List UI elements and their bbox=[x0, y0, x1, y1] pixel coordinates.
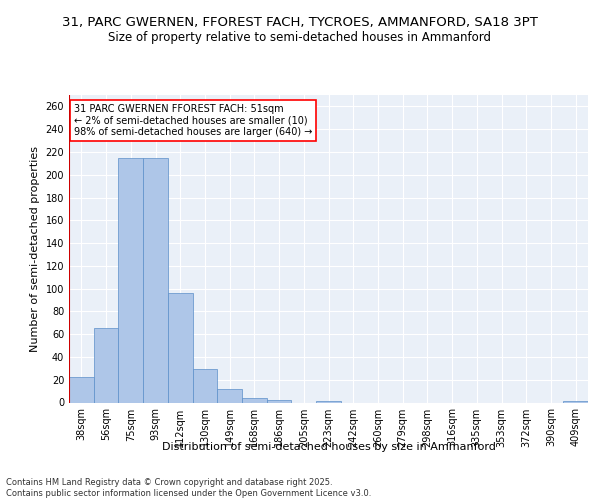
Text: Size of property relative to semi-detached houses in Ammanford: Size of property relative to semi-detach… bbox=[109, 31, 491, 44]
Text: Distribution of semi-detached houses by size in Ammanford: Distribution of semi-detached houses by … bbox=[162, 442, 496, 452]
Bar bbox=[193, 370, 217, 402]
Bar bbox=[94, 328, 118, 402]
Text: 31, PARC GWERNEN, FFOREST FACH, TYCROES, AMMANFORD, SA18 3PT: 31, PARC GWERNEN, FFOREST FACH, TYCROES,… bbox=[62, 16, 538, 29]
Bar bbox=[267, 400, 292, 402]
Bar bbox=[69, 378, 94, 402]
Y-axis label: Number of semi-detached properties: Number of semi-detached properties bbox=[30, 146, 40, 352]
Bar bbox=[242, 398, 267, 402]
Bar bbox=[217, 389, 242, 402]
Bar bbox=[118, 158, 143, 402]
Bar bbox=[143, 158, 168, 402]
Text: Contains HM Land Registry data © Crown copyright and database right 2025.
Contai: Contains HM Land Registry data © Crown c… bbox=[6, 478, 371, 498]
Bar bbox=[168, 293, 193, 403]
Text: 31 PARC GWERNEN FFOREST FACH: 51sqm
← 2% of semi-detached houses are smaller (10: 31 PARC GWERNEN FFOREST FACH: 51sqm ← 2%… bbox=[74, 104, 313, 138]
